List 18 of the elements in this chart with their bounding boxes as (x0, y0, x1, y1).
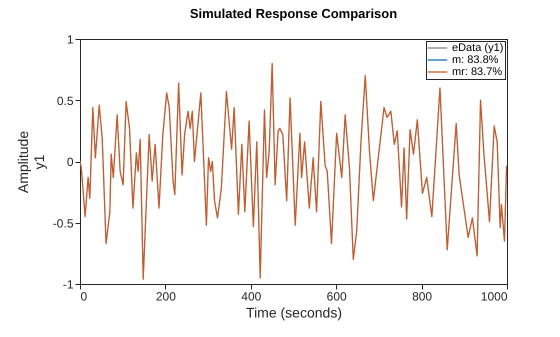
x-tick-label: 200 (156, 290, 176, 304)
chart-title: Simulated Response Comparison (190, 6, 398, 21)
x-tick-label: 0 (80, 290, 88, 304)
legend-label: m: 83.8% (452, 54, 499, 66)
y-tick-label: 1 (66, 32, 74, 46)
x-tick-label: 800 (412, 290, 432, 304)
x-tick-label: 1000 (480, 290, 508, 304)
x-axis-title: Time (seconds) (246, 304, 342, 320)
text: y1 (30, 154, 47, 170)
x-tick-label: 600 (326, 290, 348, 304)
x-tick-label: 400 (241, 290, 262, 304)
y-tick-label: 0 (66, 155, 74, 169)
y-axis-title: Amplitude (14, 130, 31, 194)
y-tick-label: -1 (62, 278, 74, 292)
y-tick-label: 0.5 (56, 94, 74, 108)
y-tick-label: -0.5 (52, 216, 74, 230)
legend-label: mr: 83.7% (452, 66, 502, 78)
legend-label: eData (y1) (452, 42, 504, 54)
